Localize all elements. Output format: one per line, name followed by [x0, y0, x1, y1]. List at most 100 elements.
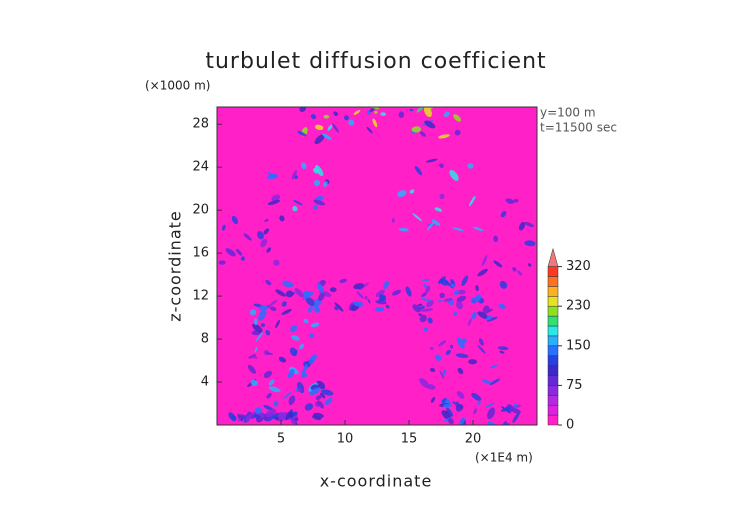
field-patch [481, 379, 493, 385]
field-patch [439, 278, 449, 286]
field-patch [308, 333, 315, 339]
x-axis-label: x-coordinate [320, 472, 433, 491]
colorbar-bin [547, 335, 559, 347]
field-patch [519, 221, 526, 231]
field-patch [255, 332, 264, 342]
field-patch [443, 403, 449, 408]
field-patch [309, 387, 321, 396]
field-patch [282, 280, 294, 288]
field-patch [426, 221, 435, 231]
field-patch [437, 299, 443, 303]
field-patch [305, 297, 316, 307]
colorbar-tick-label: 230 [566, 299, 591, 314]
field-patch [461, 275, 469, 286]
field-patch [445, 349, 451, 355]
y-tick-label: 28 [192, 117, 209, 132]
field-patch [364, 295, 368, 300]
field-patch [449, 170, 459, 181]
field-patch [449, 344, 454, 349]
field-patch [267, 172, 277, 178]
field-patch [291, 170, 298, 180]
field-patch [500, 211, 507, 218]
field-patch [258, 411, 266, 419]
field-patch [275, 289, 286, 297]
field-patch [299, 107, 307, 112]
field-patch [412, 304, 421, 313]
colorbar-tick-label: 75 [566, 378, 583, 393]
field-patch [265, 279, 272, 286]
field-patch [312, 415, 322, 421]
field-patch [308, 354, 317, 365]
colorbar-bin [547, 404, 559, 416]
field-patch [275, 319, 281, 329]
field-patch [333, 111, 339, 116]
field-patch [419, 131, 426, 137]
field-patch [418, 305, 425, 310]
field-patch [264, 218, 269, 222]
field-patch [322, 133, 332, 140]
field-patch [486, 316, 498, 322]
field-patch [231, 215, 239, 225]
field-patch [266, 247, 272, 253]
field-patch [228, 412, 236, 421]
field-patch [505, 198, 515, 204]
field-patch [313, 303, 320, 311]
field-patch [348, 119, 355, 126]
field-patch [501, 407, 509, 412]
field-patch [323, 181, 328, 188]
field-patch [477, 345, 486, 354]
field-patch [265, 329, 271, 336]
field-patch [314, 134, 325, 145]
field-patch [313, 168, 319, 174]
field-patch [487, 407, 496, 420]
field-patch [374, 307, 385, 312]
field-patch [353, 283, 365, 290]
colorbar-bin [547, 296, 559, 307]
field-patch [317, 293, 325, 301]
field-patch [453, 311, 458, 316]
field-patch [443, 111, 450, 117]
field-patch [298, 343, 305, 350]
field-patch [398, 227, 409, 232]
field-patch [375, 289, 385, 297]
y-tick-label: 16 [192, 246, 209, 261]
field-patch [434, 354, 442, 361]
field-patch [334, 302, 344, 312]
field-patch [315, 395, 322, 401]
field-patch [517, 270, 523, 276]
field-patch [265, 408, 277, 418]
field-patch [304, 403, 314, 411]
field-patch [321, 389, 334, 396]
field-patch [475, 285, 479, 292]
field-patch [499, 350, 505, 354]
x-unit-label: (×1E4 m) [475, 451, 533, 465]
y-tick-label: 24 [192, 160, 209, 175]
field-patch [218, 260, 226, 265]
field-patch [383, 280, 390, 289]
field-patch [285, 409, 293, 421]
field-patch [301, 364, 308, 376]
field-patch [429, 367, 436, 373]
field-patch [473, 226, 484, 232]
field-patch [439, 193, 445, 200]
field-patch [303, 318, 309, 324]
field-patch [271, 194, 281, 201]
field-patch [442, 369, 447, 376]
field-patch [439, 292, 446, 299]
field-patch [285, 290, 294, 298]
y-axis-label: z-coordinate [166, 210, 185, 322]
x-tick-label: 15 [401, 432, 418, 447]
field-patch [397, 190, 407, 198]
field-patch [267, 199, 281, 206]
field-patch [498, 303, 506, 309]
field-patch [258, 309, 267, 321]
field-patch [356, 291, 364, 299]
field-patch [292, 415, 297, 420]
field-patch [439, 163, 444, 168]
field-patch [249, 309, 257, 316]
field-patch [380, 112, 387, 117]
field-patch [235, 248, 243, 256]
field-patch [467, 163, 474, 169]
field-patch [452, 227, 464, 232]
